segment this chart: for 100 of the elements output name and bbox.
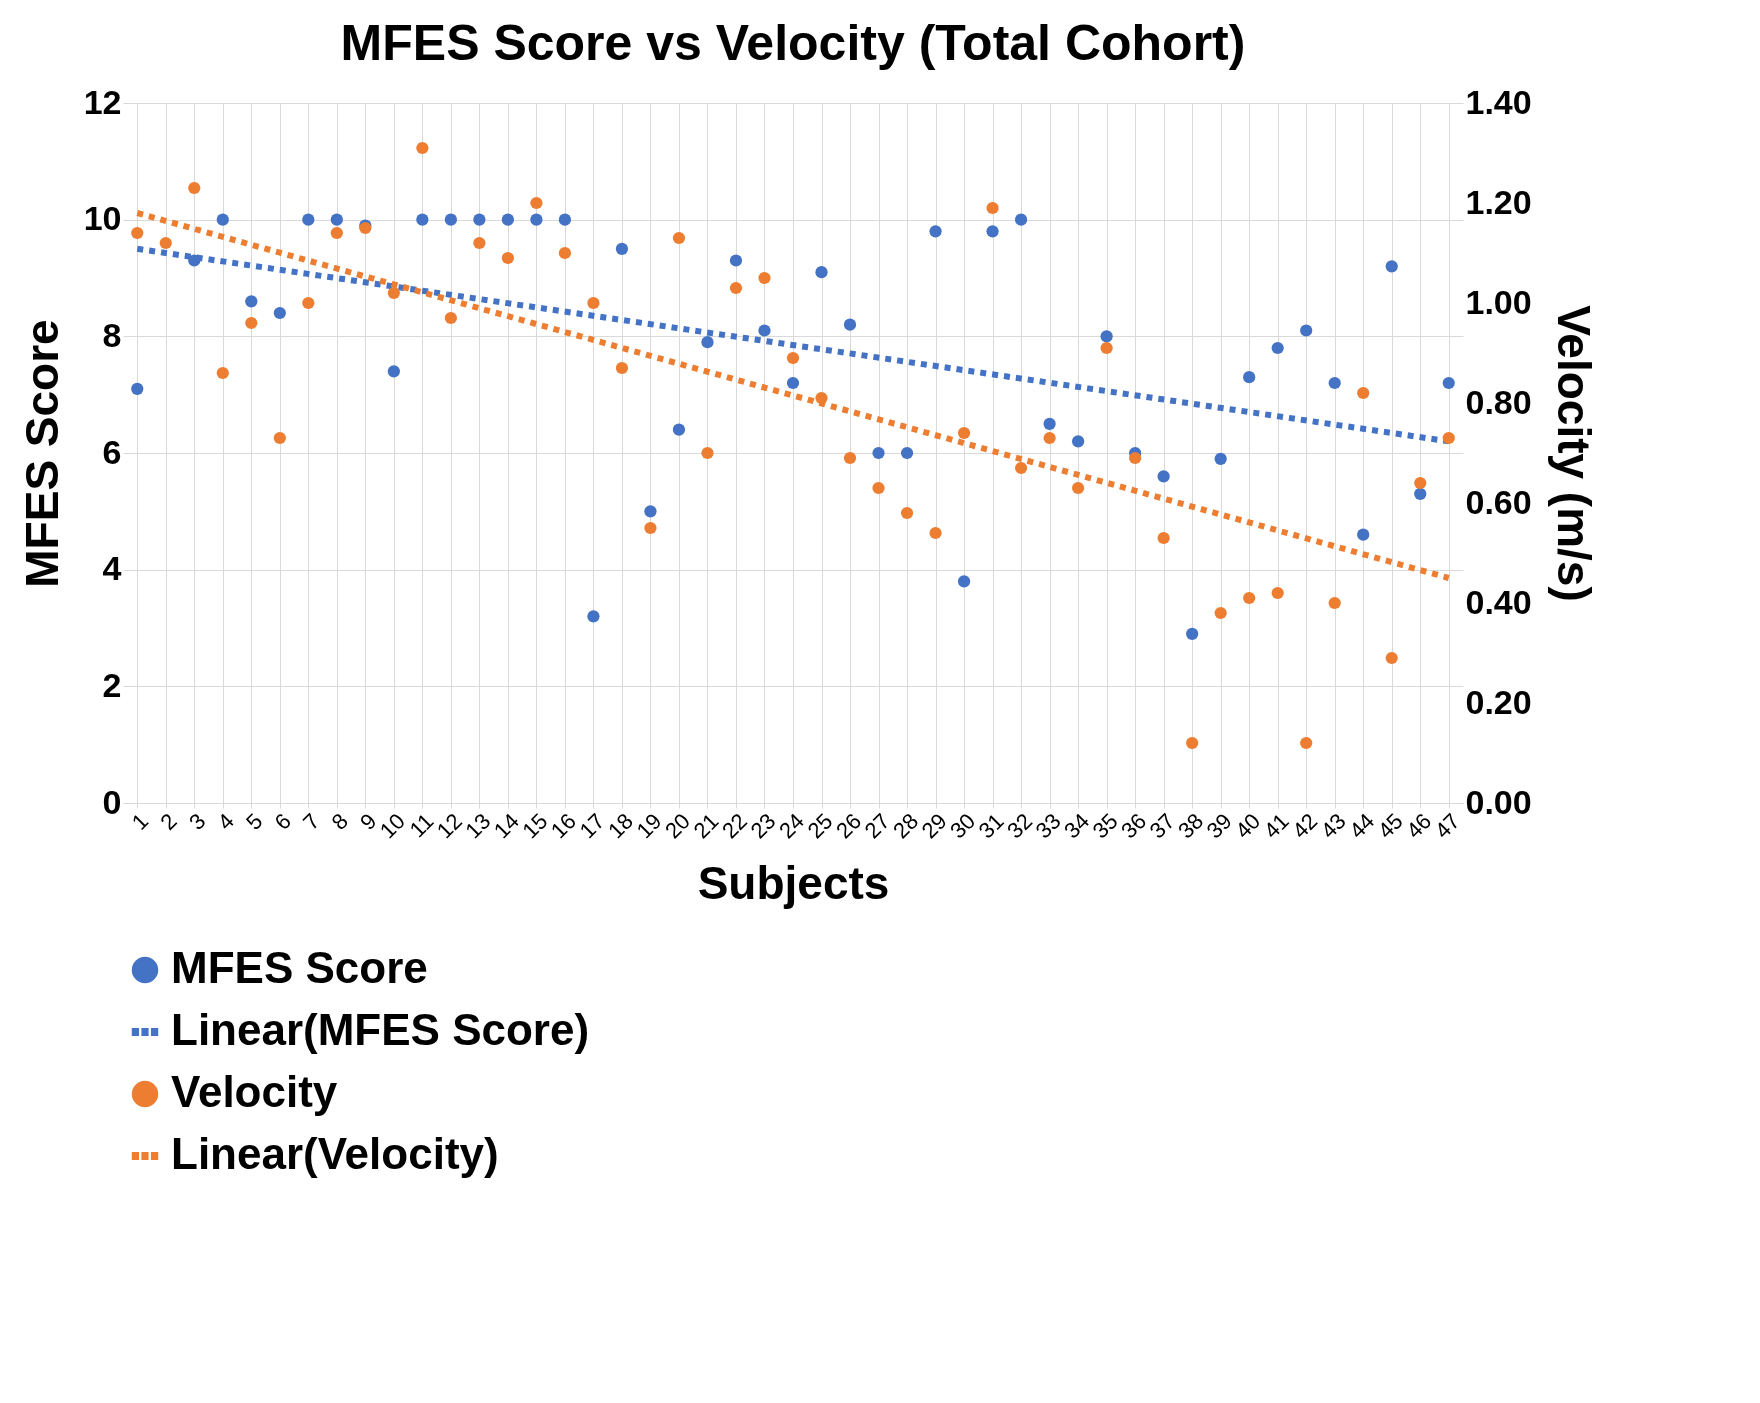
x-tick-label: 1	[126, 808, 154, 835]
x-tick-label: 37	[1144, 808, 1180, 844]
point	[872, 481, 885, 495]
point	[986, 201, 999, 215]
x-tick-label: 15	[517, 808, 553, 844]
point	[444, 213, 457, 226]
point	[473, 213, 486, 226]
point	[273, 306, 286, 320]
y-tick-label: 10	[83, 199, 122, 238]
point	[1300, 736, 1313, 750]
point	[216, 366, 229, 380]
y-tick-label: 12	[83, 82, 122, 121]
x-tick-label: 27	[859, 808, 895, 844]
x-tick-label: 25	[802, 808, 838, 844]
point	[1043, 431, 1056, 445]
point	[1129, 451, 1142, 465]
point	[929, 526, 942, 540]
point	[1414, 476, 1427, 490]
y2-axis-title: Velocity (m/s)	[1547, 305, 1600, 602]
x-tick-label: 7	[298, 808, 325, 835]
point	[701, 446, 714, 460]
x-tick-label: 3	[183, 808, 211, 835]
point	[1328, 596, 1341, 610]
point	[1014, 461, 1028, 475]
point	[302, 213, 315, 226]
x-axis-title: Subjects	[697, 856, 890, 909]
point	[1014, 213, 1028, 226]
x-tick-label: 5	[241, 808, 268, 835]
point	[957, 575, 971, 588]
point	[1157, 531, 1170, 545]
point	[701, 336, 714, 349]
point	[1071, 481, 1085, 495]
point	[473, 236, 486, 250]
point	[1071, 435, 1085, 448]
point	[387, 365, 400, 378]
point	[587, 610, 600, 623]
point	[1414, 487, 1427, 500]
point	[216, 213, 229, 226]
x-tick-label: 21	[688, 808, 724, 844]
x-tick-label: 2	[155, 808, 182, 835]
point	[501, 251, 515, 265]
point	[1271, 341, 1284, 355]
x-tick-label: 8	[326, 808, 353, 835]
point	[1328, 376, 1341, 390]
point	[558, 213, 572, 226]
y2-tick-label: 1.20	[1465, 182, 1532, 221]
y2-tick-label: 0.00	[1465, 782, 1532, 821]
point	[1243, 591, 1256, 605]
point	[416, 213, 429, 226]
point	[330, 226, 343, 240]
point	[330, 213, 343, 226]
point	[900, 506, 914, 520]
point	[501, 213, 515, 226]
y-tick-label: 4	[102, 549, 122, 588]
legend-label: Velocity	[171, 1067, 338, 1116]
y-tick-label: 6	[102, 432, 122, 471]
y2-tick-label: 0.20	[1465, 682, 1532, 721]
point	[758, 324, 771, 337]
point	[530, 213, 543, 226]
point	[672, 423, 686, 436]
point	[302, 296, 315, 310]
point	[1243, 371, 1256, 384]
point	[1214, 606, 1227, 620]
point	[1100, 330, 1113, 343]
point	[444, 311, 457, 325]
point	[1300, 324, 1313, 337]
point	[615, 361, 629, 375]
point	[530, 196, 543, 210]
y-tick-label: 0	[102, 782, 122, 821]
y-tick-label: 8	[102, 315, 122, 354]
y2-tick-label: 1.40	[1465, 82, 1532, 121]
point	[245, 316, 258, 330]
chart-title: MFES Score vs Velocity (Total Cohort)	[340, 15, 1246, 71]
legend-label: MFES Score	[171, 943, 428, 992]
point	[786, 351, 800, 365]
point	[558, 246, 572, 260]
point	[1385, 260, 1398, 273]
x-tick-label: 4	[212, 808, 239, 835]
point	[1357, 386, 1370, 400]
y2-tick-label: 0.40	[1465, 582, 1532, 621]
y-tick-label: 2	[102, 665, 122, 704]
point	[1043, 417, 1056, 430]
point	[1214, 452, 1227, 465]
y2-tick-label: 1.00	[1465, 282, 1532, 321]
x-tick-label: 44	[1344, 808, 1380, 844]
point	[729, 254, 743, 267]
point	[159, 236, 172, 250]
point	[758, 271, 771, 285]
y2-tick-label: 0.60	[1465, 482, 1532, 521]
point	[1271, 586, 1284, 600]
point	[872, 446, 885, 460]
point	[131, 382, 144, 395]
point	[1357, 528, 1370, 541]
point	[615, 242, 629, 255]
point	[644, 521, 657, 535]
point	[387, 286, 400, 300]
point	[1186, 736, 1199, 750]
point	[1100, 341, 1113, 355]
y2-tick-label: 0.80	[1465, 382, 1532, 421]
point	[929, 225, 942, 238]
